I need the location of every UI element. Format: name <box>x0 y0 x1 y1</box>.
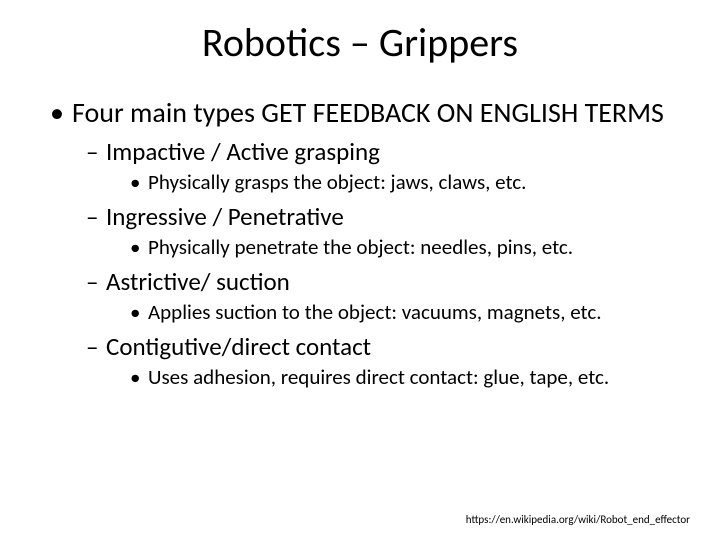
dash-icon: – <box>86 331 106 362</box>
slide: Robotics – Grippers •Four main types GET… <box>0 0 720 540</box>
dash-icon: – <box>86 201 106 232</box>
detail-item: •Uses adhesion, requires direct contact:… <box>130 364 680 390</box>
dash-icon: – <box>86 266 106 297</box>
sub-item-heading: Contigutive/direct contact <box>106 331 371 362</box>
detail-text: Applies suction to the object: vacuums, … <box>148 299 602 325</box>
dot-icon: • <box>130 234 148 260</box>
detail-text: Physically penetrate the object: needles… <box>148 234 573 260</box>
detail-text: Uses adhesion, requires direct contact: … <box>148 364 609 390</box>
dot-icon: • <box>130 364 148 390</box>
dash-icon: – <box>86 136 106 167</box>
bullet-icon: • <box>50 95 72 130</box>
sub-item: –Astrictive/ suction <box>86 266 680 297</box>
sub-item-heading: Astrictive/ suction <box>106 266 290 297</box>
main-bullet-text: Four main types GET FEEDBACK ON ENGLISH … <box>72 95 664 130</box>
detail-item: •Physically penetrate the object: needle… <box>130 234 680 260</box>
sub-item: –Impactive / Active grasping <box>86 136 680 167</box>
dot-icon: • <box>130 299 148 325</box>
sub-item-heading: Ingressive / Penetrative <box>106 201 344 232</box>
detail-text: Physically grasps the object: jaws, claw… <box>148 169 526 195</box>
sub-item: –Contigutive/direct contact <box>86 331 680 362</box>
detail-item: •Physically grasps the object: jaws, cla… <box>130 169 680 195</box>
detail-item: •Applies suction to the object: vacuums,… <box>130 299 680 325</box>
sub-item: –Ingressive / Penetrative <box>86 201 680 232</box>
main-bullet: •Four main types GET FEEDBACK ON ENGLISH… <box>50 95 680 130</box>
sub-item-heading: Impactive / Active grasping <box>106 136 380 167</box>
dot-icon: • <box>130 169 148 195</box>
slide-title: Robotics – Grippers <box>40 18 680 67</box>
footer-url: https://en.wikipedia.org/wiki/Robot_end_… <box>466 513 690 526</box>
